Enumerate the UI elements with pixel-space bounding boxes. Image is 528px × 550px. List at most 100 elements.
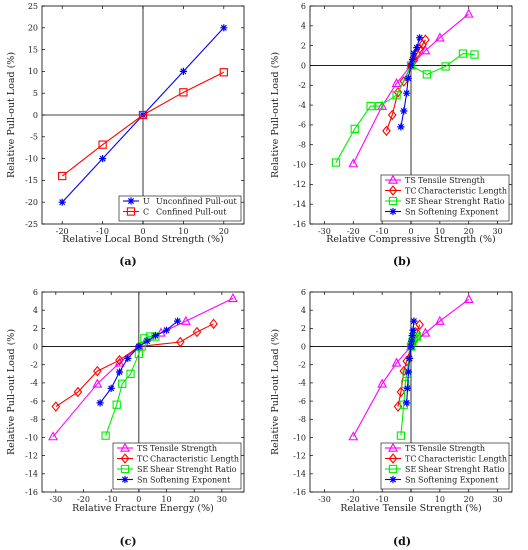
data-point <box>151 332 160 340</box>
panel-caption: (d) <box>393 535 411 548</box>
x-tick-label: -10 <box>105 495 118 504</box>
data-point <box>407 342 415 351</box>
legend-swatch-marker <box>388 453 398 464</box>
data-point <box>138 110 148 120</box>
y-tick-label: -16 <box>25 488 38 497</box>
x-tick-label: 30 <box>492 495 502 504</box>
y-tick-label: -10 <box>25 154 38 163</box>
y-tick-label: -10 <box>293 160 306 169</box>
data-point <box>107 384 115 392</box>
y-tick-label: -2 <box>298 361 306 370</box>
legend-swatch-marker <box>127 197 135 205</box>
y-tick-label: -6 <box>298 121 306 130</box>
x-tick-label: 10 <box>435 227 445 236</box>
data-point <box>179 88 188 97</box>
data-point <box>124 354 132 362</box>
legend-label: Softening Exponent <box>150 476 231 485</box>
legend-swatch-marker <box>389 207 397 216</box>
data-point <box>348 158 359 168</box>
y-tick-label: -12 <box>293 180 306 189</box>
data-point <box>366 101 375 111</box>
x-axis-label: Relative Fracture Energy (%) <box>72 503 214 514</box>
legend-code: TC <box>405 455 416 464</box>
series-SE <box>331 49 479 167</box>
y-tick-label: -2 <box>30 361 38 370</box>
data-point <box>405 354 414 362</box>
data-point <box>331 158 341 167</box>
data-point <box>48 431 58 441</box>
data-point <box>396 386 406 398</box>
x-tick-label: 0 <box>136 495 141 504</box>
y-tick-label: 2 <box>301 41 306 50</box>
data-point <box>93 365 102 377</box>
series-Sn <box>96 317 182 407</box>
data-point <box>101 431 110 440</box>
series-Sn <box>397 34 424 131</box>
y-tick-label: 0 <box>33 342 38 351</box>
x-tick-label: 30 <box>217 495 227 504</box>
y-tick-label: -14 <box>25 470 38 479</box>
data-point <box>393 86 403 98</box>
x-axis-label: Relative Local Bond Strength (%) <box>62 234 223 245</box>
y-tick-label: -6 <box>30 397 38 406</box>
y-tick-label: 15 <box>28 45 38 54</box>
data-point <box>92 378 103 388</box>
y-axis-label: Relative Pull-out Load (%) <box>6 52 17 178</box>
data-point <box>407 61 415 70</box>
legend-code: SE <box>405 465 416 474</box>
data-point <box>173 317 182 325</box>
series-SE <box>101 332 160 440</box>
y-tick-label: -5 <box>30 133 38 142</box>
data-point <box>387 109 397 121</box>
data-point <box>403 384 412 392</box>
y-tick-label: 6 <box>33 288 38 297</box>
data-point <box>118 379 127 388</box>
x-tick-label: -20 <box>347 495 360 504</box>
legend-code: TC <box>405 187 416 196</box>
data-point <box>115 368 124 376</box>
y-tick-label: -6 <box>298 397 306 406</box>
x-tick-label: 30 <box>492 227 502 236</box>
data-point <box>441 62 450 71</box>
data-point <box>413 44 421 52</box>
data-point <box>410 317 418 325</box>
legend-box <box>112 442 242 490</box>
x-axis-label: Relative Compressive Strength (%) <box>326 234 495 245</box>
y-tick-label: -8 <box>30 415 38 424</box>
y-tick-label: -14 <box>293 200 306 209</box>
data-point <box>228 293 238 303</box>
chart-panel-4: -30 -20 -10 0 10 20 30-16-14-12-10-8-6-4-20246… <box>270 288 513 514</box>
y-tick-label: -10 <box>25 433 38 442</box>
chart-panel-3: -30 -20 -10 0 10 20 30-16-14-12-10-8-6-4-20246… <box>6 288 245 514</box>
data-point <box>220 24 228 32</box>
data-point <box>209 318 218 330</box>
y-tick-label: 20 <box>28 24 38 33</box>
legend-code: U <box>143 197 150 206</box>
x-tick-label: 20 <box>464 495 474 504</box>
y-axis-label: Relative Pull-out Load (%) <box>270 329 281 455</box>
data-point <box>409 334 419 343</box>
legend: U Unconfined Pull-out C Confined Pull-out <box>118 195 242 222</box>
series-line <box>61 71 225 177</box>
y-tick-label: 6 <box>301 2 306 11</box>
x-tick-label: 10 <box>178 227 188 236</box>
data-point <box>392 91 401 100</box>
legend-swatch-marker <box>389 475 397 484</box>
data-point <box>458 49 468 58</box>
legend-code: SE <box>137 465 148 474</box>
x-tick-label: -30 <box>318 227 331 236</box>
y-tick-label: 2 <box>33 324 38 333</box>
y-tick-label: 2 <box>301 324 306 333</box>
y-tick-label: -4 <box>298 101 306 110</box>
data-point <box>434 315 445 325</box>
y-tick-label: -2 <box>298 81 306 90</box>
data-point <box>219 68 228 77</box>
data-point <box>399 400 408 409</box>
y-tick-label: -14 <box>293 470 306 479</box>
y-tick-label: -25 <box>25 220 38 229</box>
legend-label: Confined Pull-out <box>156 208 227 217</box>
x-tick-label: -20 <box>347 227 360 236</box>
x-tick-label: 20 <box>189 495 199 504</box>
